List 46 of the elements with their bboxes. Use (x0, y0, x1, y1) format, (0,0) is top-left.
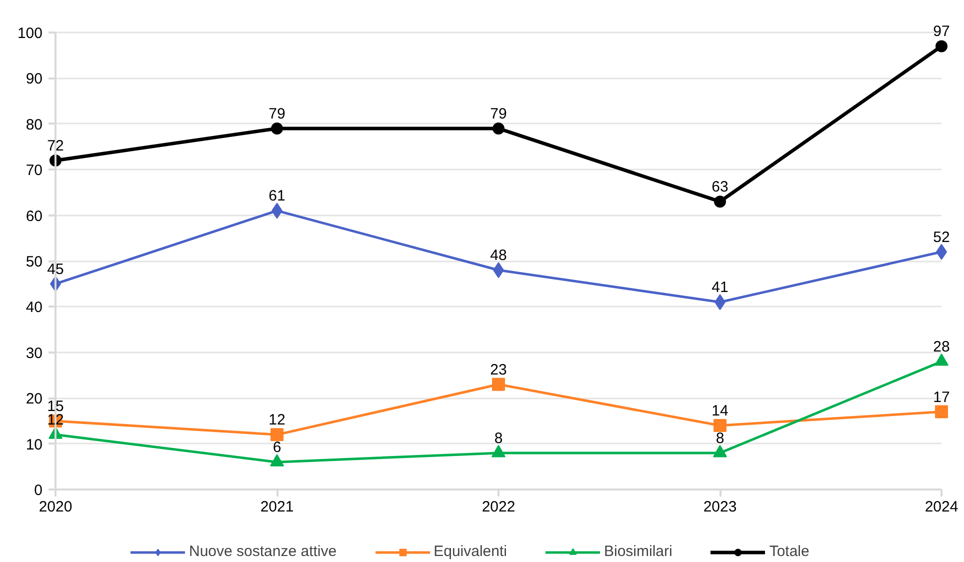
data-label: 23 (490, 361, 507, 378)
data-label: 41 (712, 279, 728, 296)
x-tick-label: 2021 (260, 498, 294, 516)
x-tick-label: 2020 (38, 498, 72, 516)
data-label: 52 (933, 228, 950, 246)
data-label: 63 (712, 178, 728, 196)
point (271, 122, 283, 134)
x-tick-label: 2023 (703, 498, 737, 516)
x-tick-label: 2022 (482, 498, 516, 516)
y-tick-label: 50 (26, 254, 43, 270)
data-label: 97 (933, 23, 950, 40)
point (936, 40, 948, 52)
data-label: 28 (933, 338, 950, 356)
data-label: 72 (47, 137, 64, 154)
legend-label: Totale (769, 543, 810, 560)
data-label: 12 (268, 412, 286, 429)
data-label: 79 (490, 105, 507, 122)
data-label: 8 (716, 430, 724, 447)
y-tick-label: 70 (26, 162, 43, 180)
y-tick-label: 20 (26, 390, 43, 408)
data-label: 79 (268, 105, 286, 122)
y-tick-label: 60 (26, 208, 43, 225)
point (270, 428, 284, 442)
y-tick-label: 100 (17, 25, 43, 42)
data-label: 17 (933, 388, 950, 406)
y-tick-label: 10 (26, 436, 43, 454)
legend-label: Nuove sostanze attive (189, 543, 337, 560)
point (492, 122, 504, 134)
legend-label: Equivalenti (434, 543, 507, 560)
point (714, 196, 726, 208)
data-label: 45 (47, 260, 64, 278)
y-tick-label: 80 (26, 116, 43, 134)
point (935, 405, 948, 418)
y-tick-label: 90 (26, 70, 43, 88)
point (492, 378, 505, 391)
data-label: 14 (712, 402, 728, 420)
data-label: 61 (268, 188, 286, 205)
y-tick-label: 30 (26, 344, 43, 362)
data-label: 48 (490, 247, 507, 264)
y-tick-label: 40 (26, 299, 43, 316)
point (714, 419, 726, 432)
data-label: 6 (272, 439, 282, 456)
legend-label: Biosimilari (604, 543, 672, 560)
data-label: 8 (494, 430, 503, 447)
y-tick-label: 0 (34, 482, 42, 499)
x-tick-label: 2024 (924, 498, 958, 516)
